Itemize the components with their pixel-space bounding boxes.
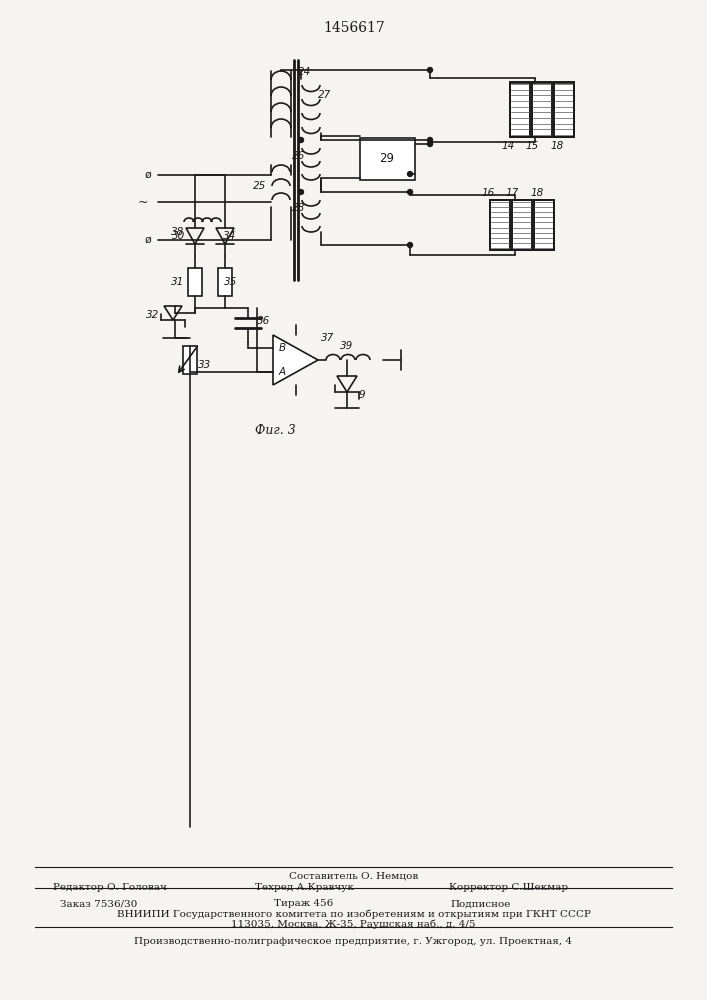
Bar [188,268,202,296]
Text: 28: 28 [293,203,305,213]
Text: 18: 18 [530,188,544,198]
Text: Фиг. 3: Фиг. 3 [255,424,296,436]
Text: ~: ~ [138,196,148,209]
Text: A: A [279,367,286,377]
Bar [554,82,574,137]
Text: Подписное: Подписное [450,900,511,908]
Bar [218,268,232,296]
Text: Корректор С.Шекмар: Корректор С.Шекмар [450,882,568,892]
Text: 30: 30 [173,231,186,241]
Text: 31: 31 [171,277,185,287]
Bar [534,200,554,250]
Text: 17: 17 [506,188,519,198]
Circle shape [407,190,412,194]
Bar [490,200,510,250]
Text: 39: 39 [340,341,354,351]
Text: 14: 14 [501,141,515,151]
Text: Техред А.Кравчук: Техред А.Кравчук [255,882,354,892]
Text: 25: 25 [253,181,267,191]
Circle shape [428,68,433,73]
Text: 34: 34 [223,231,237,241]
Bar [534,200,554,250]
Text: 37: 37 [322,333,334,343]
Text: 35: 35 [224,277,238,287]
Bar [510,82,530,137]
Circle shape [428,137,433,142]
Bar [554,82,574,137]
Text: 9: 9 [358,390,366,400]
Text: ø: ø [145,170,151,180]
Text: ø: ø [145,235,151,245]
Text: 16: 16 [481,188,495,198]
Bar [532,82,552,137]
Text: 27: 27 [318,90,332,100]
Text: 32: 32 [146,310,160,320]
Polygon shape [273,335,318,385]
Text: 26: 26 [293,151,305,161]
Bar [490,200,510,250]
Text: Производственно-полиграфическое предприятие, г. Ужгород, ул. Проектная, 4: Производственно-полиграфическое предприя… [134,936,573,946]
Text: 113035, Москва, Ж-35, Раушская наб., д. 4/5: 113035, Москва, Ж-35, Раушская наб., д. … [231,919,476,929]
Circle shape [407,172,412,176]
Circle shape [428,141,433,146]
Text: Тираж 456: Тираж 456 [274,900,334,908]
Circle shape [407,242,412,247]
Text: Редактор О. Головач: Редактор О. Головач [52,882,167,892]
Text: B: B [279,343,286,353]
Text: Составитель О. Немцов: Составитель О. Немцов [289,872,418,881]
Circle shape [298,137,303,142]
Text: 1456617: 1456617 [323,21,385,35]
Text: 18: 18 [550,141,563,151]
Circle shape [298,190,303,194]
Text: 36: 36 [257,316,271,326]
Text: 29: 29 [380,152,395,165]
Text: 33: 33 [199,360,211,370]
Text: Заказ 7536/30: Заказ 7536/30 [60,900,138,908]
Bar [183,346,197,374]
Bar [512,200,532,250]
Bar [532,82,552,137]
Bar [360,138,415,180]
Bar [512,200,532,250]
Text: 24: 24 [298,67,312,77]
Text: 15: 15 [525,141,539,151]
Text: ВНИИПИ Государственного комитета по изобретениям и открытиям при ГКНТ СССР: ВНИИПИ Государственного комитета по изоб… [117,909,590,919]
Text: 38: 38 [171,227,185,237]
Bar [510,82,530,137]
